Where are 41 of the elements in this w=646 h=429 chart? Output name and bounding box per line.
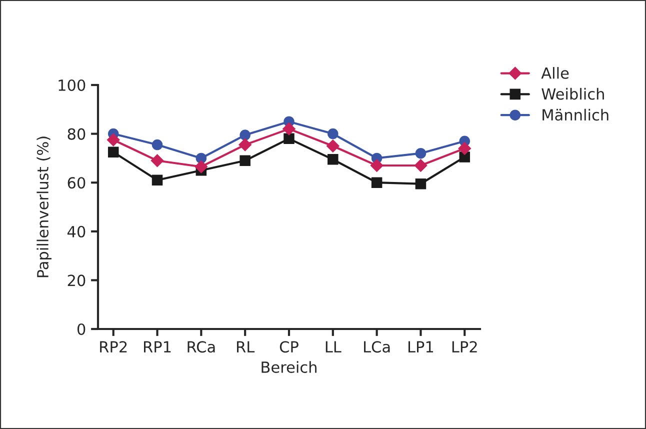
x-tick-label: RCa [188,341,215,353]
x-tick-label: LCa [364,341,390,353]
point [150,154,164,168]
x-tick-label: LL [326,341,342,352]
point [284,133,294,144]
point [194,160,208,174]
point [458,142,472,155]
y-tick-label: 20 [68,274,86,286]
point [371,177,382,188]
point [152,174,163,186]
point [282,122,296,136]
y-tick-label: 60 [68,177,86,189]
point [238,138,252,152]
point [370,159,384,172]
point [414,159,428,172]
point [415,178,426,190]
point [152,139,163,150]
x-tick-label: RP2 [100,341,127,352]
point [415,148,426,159]
legend-label: Weiblich [542,88,604,100]
point [240,130,250,140]
point [240,155,250,166]
point [328,154,338,165]
x-tick-label: RP1 [144,341,171,352]
x-tick-label: LP1 [408,341,434,352]
legend-label: Alle [541,67,569,79]
y-tick-label: 80 [68,128,86,140]
point [106,133,120,146]
x-axis-title: Bereich [262,361,316,373]
point [328,128,338,140]
y-tick-label: 100 [58,79,86,92]
x-tick-label: LP2 [452,341,477,352]
x-tick-label: RL [237,341,255,352]
y-tick-label: 0 [77,323,86,336]
x-tick-label: CP [280,341,298,353]
point [108,146,119,158]
legend-label: Männlich [542,108,608,121]
point [326,140,340,152]
y-tick-label: 40 [68,226,86,238]
y-axis-title: Papillenverlust (%) [36,136,52,278]
point [459,152,470,162]
